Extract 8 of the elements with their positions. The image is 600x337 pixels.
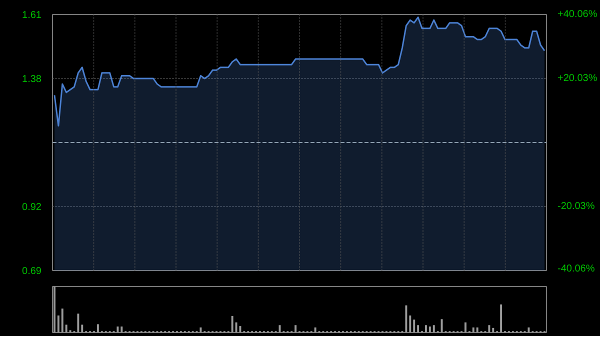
y2-tick-label: +40.06% xyxy=(558,9,598,20)
y2-tick-label: +20.03% xyxy=(558,73,598,84)
y-tick-label: 0.69 xyxy=(22,266,42,277)
y-tick-label: 0.92 xyxy=(22,202,42,213)
y-tick-label: 1.38 xyxy=(22,74,42,85)
y-tick-label: 1.61 xyxy=(22,10,42,21)
y2-tick-label: -40.06% xyxy=(558,264,595,274)
y2-tick-label: -20.03% xyxy=(558,201,595,212)
